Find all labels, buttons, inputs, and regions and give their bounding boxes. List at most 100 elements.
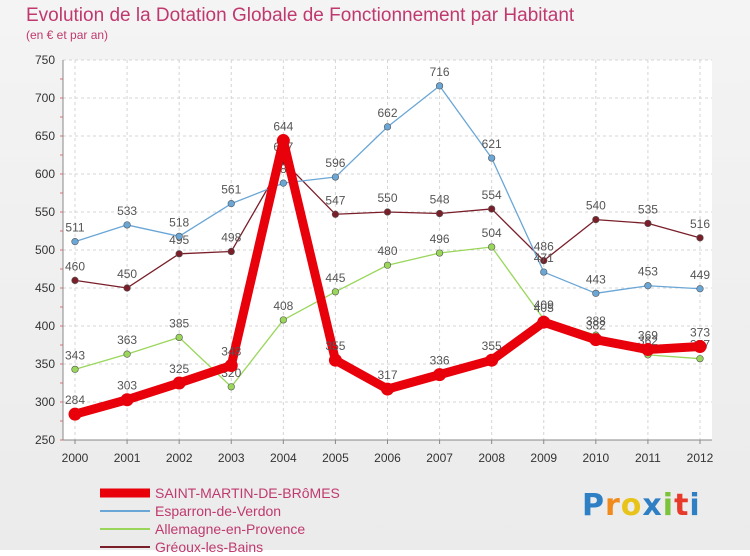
logo-letter: t: [674, 488, 690, 523]
series-point-1: [227, 383, 235, 391]
legend-swatch-allemagne: [100, 528, 150, 530]
series-point-2: [488, 154, 496, 162]
data-label-3: 355: [482, 339, 502, 353]
x-tick-label: 2001: [114, 451, 141, 465]
y-tick-label: 350: [35, 357, 55, 371]
data-label-3: 382: [586, 319, 606, 333]
data-label-0: 547: [325, 193, 345, 207]
series-point-1: [123, 350, 131, 358]
data-label-2: 621: [482, 137, 502, 151]
data-label-2: 511: [65, 221, 84, 235]
legend-swatch-esparron: [100, 510, 150, 512]
series-point-0: [592, 216, 600, 224]
legend-label-saint-martin: SAINT-MARTIN-DE-BRôMES: [155, 485, 340, 501]
series-point-3: [589, 333, 603, 347]
series-point-1: [696, 355, 704, 363]
series-point-0: [435, 209, 444, 218]
series-point-1: [331, 288, 340, 296]
series-point-3: [537, 315, 551, 329]
x-tick-label: 2004: [270, 451, 297, 465]
data-label-0: 535: [638, 202, 658, 216]
series-point-3: [693, 340, 707, 354]
series-point-0: [175, 250, 183, 258]
y-tick-label: 250: [35, 433, 55, 447]
x-tick-label: 2000: [62, 451, 89, 465]
data-label-0: 486: [534, 240, 554, 254]
proxiti-logo: Proxiti: [582, 488, 701, 523]
legend-label-esparron: Esparron-de-Verdon: [155, 503, 282, 519]
legend: SAINT-MARTIN-DE-BRôMES Esparron-de-Verdo…: [100, 484, 340, 556]
data-label-3: 336: [430, 354, 450, 368]
series-point-0: [540, 257, 548, 265]
data-label-0: 540: [586, 199, 606, 213]
x-tick-label: 2002: [166, 451, 193, 465]
data-label-3: 355: [325, 339, 345, 353]
data-label-2: 443: [586, 272, 606, 286]
x-tick-label: 2007: [426, 451, 453, 465]
y-tick-label: 700: [35, 91, 55, 105]
y-tick-label: 400: [35, 319, 55, 333]
data-label-3: 284: [65, 393, 85, 407]
data-label-1: 480: [377, 244, 397, 258]
series-point-0: [331, 210, 340, 218]
x-tick-label: 2009: [530, 451, 557, 465]
data-label-2: 471: [534, 251, 554, 265]
series-point-2: [383, 123, 392, 131]
series-point-3: [433, 368, 447, 382]
data-label-0: 548: [430, 193, 450, 207]
legend-label-allemagne: Allemagne-en-Provence: [155, 521, 306, 537]
series-point-2: [331, 173, 340, 181]
series-point-2: [592, 289, 600, 297]
data-label-2: 662: [377, 106, 397, 120]
series-point-2: [175, 232, 183, 240]
series-point-2: [435, 82, 444, 90]
data-label-2: 453: [638, 265, 658, 279]
series-point-2: [71, 238, 79, 246]
logo-letter: x: [642, 488, 663, 523]
data-label-3: 369: [638, 329, 658, 343]
logo-letter: o: [620, 488, 643, 523]
data-label-2: 561: [221, 183, 241, 197]
data-label-1: 408: [273, 299, 293, 313]
legend-item-greoux: Gréoux-les-Bains: [100, 538, 340, 556]
legend-item-esparron: Esparron-de-Verdon: [100, 502, 340, 520]
series-point-2: [123, 221, 131, 229]
logo-letter: r: [605, 488, 621, 523]
legend-item-allemagne: Allemagne-en-Provence: [100, 520, 340, 538]
series-point-1: [383, 261, 392, 269]
series-point-2: [227, 200, 235, 208]
series-point-0: [488, 205, 496, 213]
series-point-0: [383, 208, 392, 216]
series-point-0: [123, 284, 131, 292]
data-label-0: 554: [482, 188, 502, 202]
data-label-2: 596: [325, 156, 345, 170]
series-point-1: [71, 365, 79, 373]
series-point-3: [328, 353, 342, 367]
series-point-2: [696, 285, 704, 293]
data-label-1: 504: [482, 226, 502, 240]
series-point-1: [279, 316, 287, 324]
legend-swatch-greoux: [100, 546, 150, 548]
series-point-1: [488, 243, 496, 251]
x-tick-label: 2008: [478, 451, 505, 465]
series-point-0: [644, 219, 652, 227]
data-label-1: 363: [117, 333, 137, 347]
logo-letter: P: [582, 488, 605, 523]
data-label-0: 516: [690, 217, 710, 231]
data-label-1: 445: [325, 271, 345, 285]
series-point-1: [435, 249, 444, 257]
legend-swatch-saint-martin: [100, 488, 150, 498]
series-point-0: [71, 276, 79, 285]
series-point-3: [68, 407, 82, 421]
series-point-3: [381, 382, 394, 396]
series-point-1: [175, 333, 183, 342]
data-label-2: 518: [169, 215, 189, 229]
y-tick-label: 300: [35, 395, 55, 409]
series-point-3: [120, 393, 134, 407]
data-label-3: 325: [169, 362, 189, 376]
data-label-1: 496: [430, 232, 450, 246]
x-tick-label: 2011: [635, 451, 661, 465]
x-tick-label: 2012: [687, 451, 714, 465]
